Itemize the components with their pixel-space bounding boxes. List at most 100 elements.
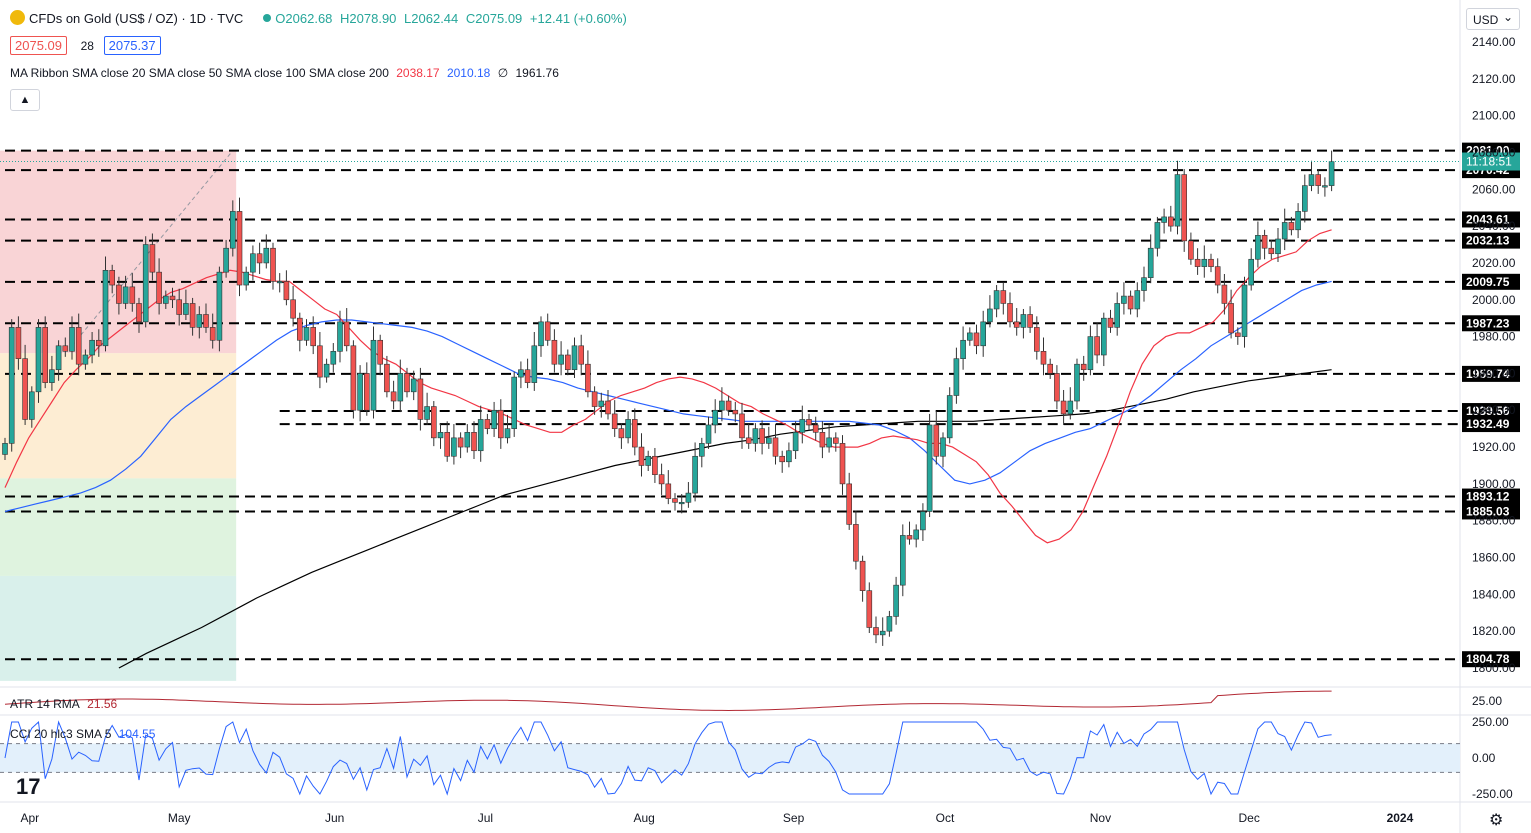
candle-body bbox=[1074, 363, 1080, 402]
ohlc-close: C2075.09 bbox=[465, 11, 523, 26]
candle-body bbox=[69, 327, 75, 352]
level-label-5: 1987.23 bbox=[1466, 316, 1510, 330]
candle-body bbox=[1241, 284, 1248, 337]
level-label-9: 1893.12 bbox=[1466, 490, 1510, 504]
candle-body bbox=[1288, 222, 1295, 231]
candle-body bbox=[484, 419, 491, 429]
candle-body bbox=[1101, 317, 1107, 356]
candle-body bbox=[176, 299, 182, 315]
candle-body bbox=[1322, 185, 1328, 188]
candle-body bbox=[343, 321, 350, 347]
candle-body bbox=[1255, 235, 1261, 260]
candle-body bbox=[477, 419, 484, 452]
candle-body bbox=[42, 327, 49, 383]
atr-line bbox=[4, 690, 1332, 712]
bid-button[interactable]: 2075.09 bbox=[10, 36, 67, 55]
candle-body bbox=[497, 409, 504, 439]
level-label-2: 2043.61 bbox=[1466, 212, 1510, 226]
level-label-bg-3 bbox=[1462, 232, 1520, 249]
candle-body bbox=[451, 437, 457, 457]
date-tick-5: Sep bbox=[783, 811, 805, 825]
candle-body bbox=[873, 627, 879, 636]
candle-body bbox=[430, 406, 437, 439]
candle-body bbox=[973, 332, 980, 347]
candle-body bbox=[1013, 321, 1020, 328]
candle-body bbox=[745, 437, 752, 444]
price-tick-0: 1800.00 bbox=[1472, 661, 1516, 675]
candle-body bbox=[330, 351, 337, 365]
candle-body bbox=[678, 501, 685, 505]
candle-body bbox=[946, 395, 953, 439]
gold-symbol-icon bbox=[10, 10, 25, 25]
cci-tick-2: -250.00 bbox=[1472, 787, 1513, 801]
price-tick-12: 2040.00 bbox=[1472, 219, 1516, 233]
level-label-3: 2032.13 bbox=[1466, 234, 1510, 248]
date-tick-8: Dec bbox=[1239, 811, 1260, 825]
candle-body bbox=[591, 391, 598, 407]
ma-ribbon-legend[interactable]: MA Ribbon SMA close 20 SMA close 50 SMA … bbox=[10, 66, 563, 80]
candle-body bbox=[283, 281, 290, 301]
cci-legend[interactable]: CCI 20 hlc3 SMA 5 104.55 bbox=[10, 727, 159, 741]
candle-body bbox=[183, 303, 189, 315]
price-tick-1: 1820.00 bbox=[1472, 624, 1516, 638]
candle-body bbox=[953, 358, 960, 396]
candle-body bbox=[786, 450, 792, 463]
candle-body bbox=[832, 437, 839, 444]
level-label-7: 1939.56 bbox=[1466, 404, 1510, 418]
candle-body bbox=[1208, 258, 1214, 267]
level-label-4: 2009.75 bbox=[1466, 275, 1510, 289]
price-tick-16: 2120.00 bbox=[1472, 72, 1516, 86]
candle-body bbox=[578, 345, 585, 365]
candle-body bbox=[223, 247, 229, 273]
candle-body bbox=[1094, 336, 1100, 356]
ma50-value: 2010.18 bbox=[446, 66, 491, 80]
candle-body bbox=[15, 327, 22, 359]
level-label-bg-10 bbox=[1462, 503, 1520, 520]
candle-body bbox=[752, 428, 759, 444]
candle-body bbox=[397, 373, 404, 402]
candle-body bbox=[243, 271, 249, 286]
candle-body bbox=[799, 419, 806, 433]
candle-body bbox=[605, 400, 611, 415]
level-label-bg-4 bbox=[1462, 273, 1520, 290]
price-tick-3: 1860.00 bbox=[1472, 551, 1516, 565]
candle-body bbox=[618, 428, 625, 439]
price-tick-10: 2000.00 bbox=[1472, 293, 1516, 307]
ask-button[interactable]: 2075.37 bbox=[103, 36, 161, 55]
price-tick-17: 2140.00 bbox=[1472, 35, 1516, 49]
candle-body bbox=[531, 345, 538, 383]
date-tick-2: Jun bbox=[325, 811, 344, 825]
date-tick-6: Oct bbox=[936, 811, 955, 825]
candle-body bbox=[276, 281, 283, 284]
candle-body bbox=[1054, 373, 1060, 402]
candle-body bbox=[1121, 295, 1127, 304]
price-tick-6: 1920.00 bbox=[1472, 440, 1516, 454]
candle-body bbox=[357, 373, 363, 411]
price-tick-7: 1940.00 bbox=[1472, 403, 1516, 417]
date-tick-0: Apr bbox=[20, 811, 39, 825]
chart-legend-title: CFDs on Gold (US$ / OZ) · 1D · TVC O2062.… bbox=[10, 10, 631, 26]
date-tick-1: May bbox=[168, 811, 191, 825]
candle-body bbox=[444, 432, 451, 457]
candle-body bbox=[645, 455, 652, 466]
atr-legend[interactable]: ATR 14 RMA 21.56 bbox=[10, 697, 121, 711]
candle-body bbox=[471, 432, 477, 452]
candle-body bbox=[631, 419, 638, 448]
date-tick-3: Jul bbox=[478, 811, 493, 825]
candle-body bbox=[1188, 240, 1194, 260]
tradingview-logo[interactable]: 17 bbox=[16, 774, 41, 799]
candle-body bbox=[739, 413, 745, 439]
collapse-legend-button[interactable]: ▲ bbox=[10, 89, 40, 111]
candle-body bbox=[350, 345, 357, 411]
candle-body bbox=[1080, 363, 1087, 371]
price-tick-5: 1900.00 bbox=[1472, 477, 1516, 491]
candle-body bbox=[792, 432, 799, 452]
candle-body bbox=[926, 424, 933, 512]
candle-body bbox=[370, 339, 377, 411]
candle-body bbox=[906, 535, 913, 540]
currency-selector[interactable]: USD bbox=[1466, 6, 1520, 30]
candle-body bbox=[163, 295, 169, 304]
candle-body bbox=[940, 437, 946, 457]
gear-icon[interactable]: ⚙ bbox=[1489, 812, 1504, 829]
